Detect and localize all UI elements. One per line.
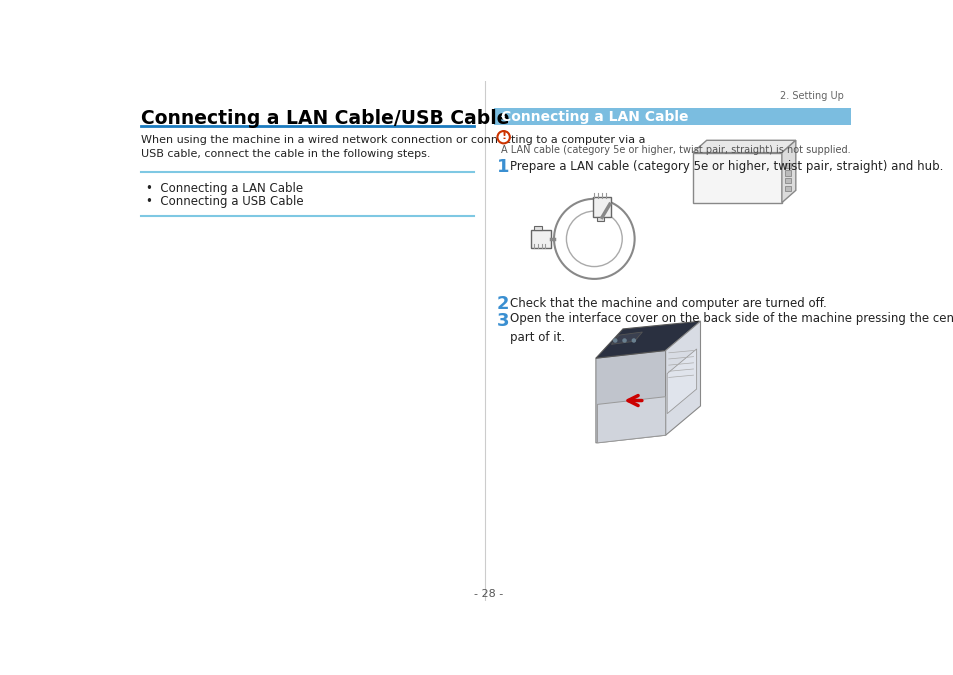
Text: Connecting a LAN Cable: Connecting a LAN Cable xyxy=(500,110,687,124)
Text: Prepare a LAN cable (category 5e or higher, twist pair, straight) and hub.: Prepare a LAN cable (category 5e or high… xyxy=(509,159,943,173)
Text: Check that the machine and computer are turned off.: Check that the machine and computer are … xyxy=(509,296,825,310)
Polygon shape xyxy=(665,321,700,435)
Polygon shape xyxy=(596,321,700,358)
Polygon shape xyxy=(781,140,795,202)
Text: A LAN cable (category 5e or higher, twist pair, straight) is not supplied.: A LAN cable (category 5e or higher, twis… xyxy=(500,145,849,155)
Text: - 28 -: - 28 - xyxy=(474,589,503,599)
Text: !: ! xyxy=(500,132,506,142)
Polygon shape xyxy=(666,349,696,414)
Circle shape xyxy=(497,131,509,143)
Circle shape xyxy=(613,339,617,342)
Text: 2. Setting Up: 2. Setting Up xyxy=(780,91,843,101)
Polygon shape xyxy=(692,140,795,153)
Bar xyxy=(784,163,790,168)
Polygon shape xyxy=(611,332,641,344)
Circle shape xyxy=(632,339,635,342)
Text: 3: 3 xyxy=(497,312,509,330)
Text: •  Connecting a USB Cable: • Connecting a USB Cable xyxy=(146,195,303,208)
Text: 2: 2 xyxy=(497,295,509,313)
Bar xyxy=(784,186,790,191)
Bar xyxy=(592,197,611,217)
Bar xyxy=(784,170,790,176)
Circle shape xyxy=(622,339,625,342)
Bar xyxy=(534,225,541,230)
Text: •  Connecting a LAN Cable: • Connecting a LAN Cable xyxy=(146,182,302,195)
Text: Connecting a LAN Cable/USB Cable: Connecting a LAN Cable/USB Cable xyxy=(141,109,509,128)
Bar xyxy=(596,217,604,221)
Polygon shape xyxy=(596,350,665,443)
Bar xyxy=(784,178,790,184)
Polygon shape xyxy=(597,397,665,443)
Bar xyxy=(692,153,781,202)
Bar xyxy=(530,230,550,248)
Bar xyxy=(494,108,850,125)
Text: When using the machine in a wired network connection or connecting to a computer: When using the machine in a wired networ… xyxy=(141,135,645,159)
Text: 1: 1 xyxy=(497,158,509,176)
Text: Open the interface cover on the back side of the machine pressing the center
par: Open the interface cover on the back sid… xyxy=(509,312,953,344)
